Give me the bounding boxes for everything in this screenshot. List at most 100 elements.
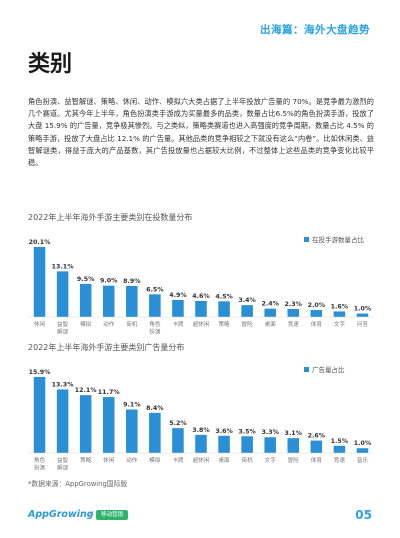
category-label: 扮演 bbox=[149, 328, 161, 336]
data-label: 3.3% bbox=[261, 429, 279, 436]
category-label: 竞速 bbox=[334, 456, 346, 464]
bar bbox=[287, 308, 300, 317]
bar bbox=[356, 313, 369, 317]
data-label: 8.9% bbox=[123, 278, 141, 285]
bar-chart-ad: 广告量占比 15.9% 角色扮演 13.3% 益智解谜 12.1% 策略 11.7% 休闲 9.1… bbox=[28, 365, 374, 472]
data-label: 4.9% bbox=[169, 292, 187, 299]
legend-label: 广告量占比 bbox=[312, 365, 345, 374]
category-label: 体育 bbox=[311, 456, 323, 464]
data-label: 8.4% bbox=[146, 405, 164, 412]
bar bbox=[195, 434, 207, 453]
bar bbox=[264, 308, 276, 317]
chart-title: 2022年上半年海外手游主要类别在投数量分布 bbox=[28, 213, 193, 222]
bar bbox=[172, 428, 184, 453]
category-label: 街机 bbox=[242, 456, 254, 464]
category-label: 音乐 bbox=[357, 456, 369, 464]
data-label: 6.5% bbox=[146, 286, 164, 293]
category-label: 竞速 bbox=[288, 320, 300, 328]
bar bbox=[79, 395, 92, 453]
page-number: 05 bbox=[355, 508, 372, 522]
bar bbox=[33, 247, 46, 317]
data-label: 9.1% bbox=[123, 402, 141, 409]
category-label: 策略 bbox=[80, 456, 92, 464]
bar bbox=[310, 440, 323, 453]
bar bbox=[310, 310, 323, 317]
category-label: 策略 bbox=[218, 320, 230, 328]
bar bbox=[149, 412, 161, 453]
bar bbox=[333, 445, 346, 453]
category-label: 解谜 bbox=[57, 464, 69, 472]
category-label: 超休闲 bbox=[193, 456, 210, 464]
appgrowing-logo: AppGrowing bbox=[28, 509, 94, 520]
bar bbox=[218, 435, 230, 453]
bar bbox=[56, 271, 69, 317]
data-label: 4.5% bbox=[215, 293, 233, 300]
bar bbox=[102, 397, 115, 453]
body-paragraph: 角色扮演、益智解谜、策略、休闲、动作、模拟六大类占据了上半年投放广告量的 70%… bbox=[28, 97, 374, 168]
category-label: 角色 bbox=[149, 320, 161, 328]
category-label: 文字 bbox=[265, 456, 277, 464]
data-label: 9.5% bbox=[77, 276, 95, 283]
bar bbox=[102, 285, 115, 317]
category-label: 文字 bbox=[334, 320, 346, 328]
category-label: 卡牌 bbox=[172, 456, 184, 464]
bar bbox=[79, 283, 92, 317]
data-label: 2.4% bbox=[261, 301, 279, 308]
data-label: 1.0% bbox=[354, 440, 372, 447]
data-label: 20.1% bbox=[29, 239, 52, 246]
chart-title: 2022年上半年海外手游主要类别广告量分布 bbox=[28, 343, 185, 352]
bar bbox=[241, 305, 253, 317]
bar bbox=[356, 448, 369, 453]
bar bbox=[126, 286, 138, 317]
data-label: 3.6% bbox=[215, 428, 233, 435]
category-label: 冒险 bbox=[288, 456, 300, 464]
category-label: 动作 bbox=[103, 320, 115, 328]
footer: AppGrowing × 移动营销 05 bbox=[28, 508, 372, 524]
logo-separator: × bbox=[88, 510, 94, 518]
bar bbox=[195, 300, 207, 317]
category-label: 角色 bbox=[34, 456, 46, 464]
data-label: 9.0% bbox=[100, 278, 118, 285]
data-label: 1.6% bbox=[331, 303, 349, 310]
bar bbox=[149, 294, 161, 317]
category-label: 模拟 bbox=[149, 456, 161, 464]
category-label: 桌面 bbox=[265, 320, 277, 328]
data-label: 2.6% bbox=[308, 433, 326, 440]
legend-swatch bbox=[304, 237, 309, 242]
data-source-note: *数据来源：AppGrowing国际版 bbox=[28, 480, 128, 488]
chart-ad-distribution: 2022年上半年海外手游主要类别广告量分布 广告量占比 15.9% 角色 扮演 13.3… bbox=[28, 342, 374, 473]
data-label: 5.2% bbox=[169, 420, 187, 427]
data-label: 2.0% bbox=[308, 302, 326, 309]
category-label: 卡牌 bbox=[172, 320, 184, 328]
category-label: 超休闲 bbox=[193, 320, 210, 328]
data-label: 4.6% bbox=[192, 293, 210, 300]
partner-logo: 移动营销 bbox=[96, 510, 128, 520]
category-label: 休闲 bbox=[34, 320, 46, 328]
data-label: 1.5% bbox=[331, 438, 349, 445]
bar bbox=[172, 299, 184, 317]
data-label: 3.4% bbox=[238, 297, 256, 304]
bar bbox=[333, 311, 346, 317]
bar-chart-count: 在投手游数量占比 20.1% 休闲 13.1% 益智解谜 9.5% 模拟 9.0% 动作 8.9%… bbox=[28, 235, 374, 336]
data-label: 3.8% bbox=[192, 427, 210, 434]
category-label: 街机 bbox=[126, 320, 138, 328]
category-label: 解谜 bbox=[57, 328, 69, 336]
data-label: 13.3% bbox=[52, 381, 75, 388]
data-label: 3.5% bbox=[238, 428, 256, 435]
bar bbox=[287, 438, 300, 453]
category-label: 冒险 bbox=[242, 320, 254, 328]
legend-swatch bbox=[304, 367, 309, 372]
category-label: 扮演 bbox=[34, 464, 46, 472]
chart-count-distribution: 2022年上半年海外手游主要类别在投数量分布 在投手游数量占比 20.1% 休闲 13… bbox=[28, 212, 374, 337]
data-label: 11.7% bbox=[98, 389, 121, 396]
bar bbox=[218, 301, 230, 317]
data-label: 13.1% bbox=[52, 263, 75, 270]
data-label: 1.0% bbox=[354, 306, 372, 313]
bar bbox=[56, 389, 69, 453]
bar bbox=[126, 409, 138, 453]
category-label: 益智 bbox=[57, 320, 69, 328]
category-label: 问答 bbox=[357, 320, 369, 328]
category-label: 桌面 bbox=[218, 456, 230, 464]
category-label: 模拟 bbox=[80, 320, 92, 328]
data-label: 12.1% bbox=[75, 387, 98, 394]
